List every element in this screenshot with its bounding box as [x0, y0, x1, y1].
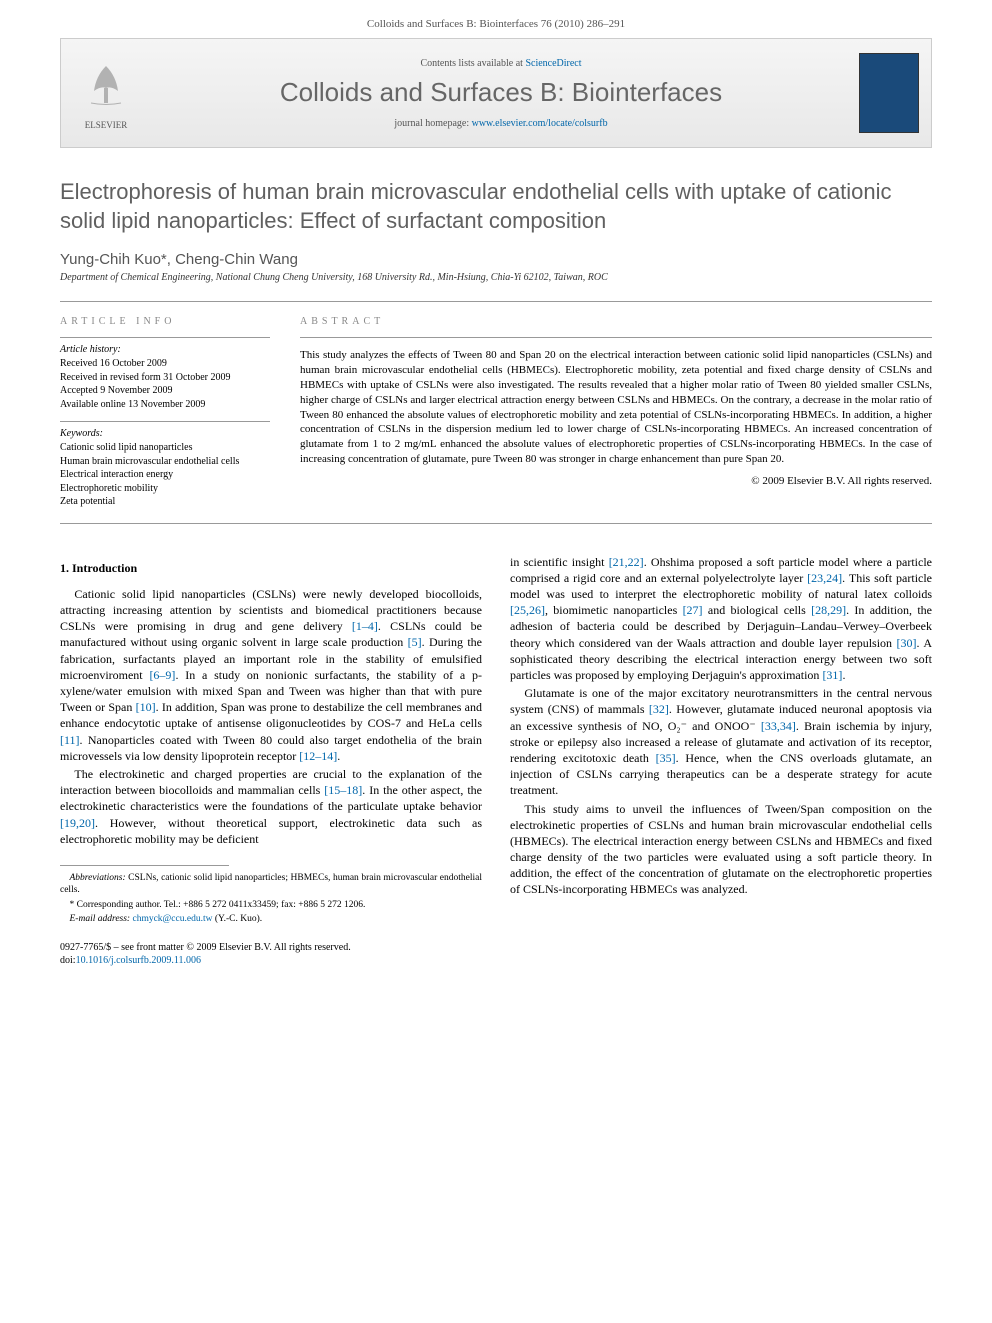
citation-link[interactable]: [27] [683, 603, 703, 617]
history-line: Received 16 October 2009 [60, 357, 270, 371]
author-list: Yung-Chih Kuo*, Cheng-Chin Wang [60, 251, 932, 268]
email-link[interactable]: chmyck@ccu.edu.tw [130, 914, 215, 924]
citation-link[interactable]: [30] [897, 636, 917, 650]
doi-prefix: doi: [60, 955, 76, 966]
citation-link[interactable]: [5] [408, 635, 422, 649]
email-footnote: E-mail address: chmyck@ccu.edu.tw (Y.-C.… [60, 913, 482, 925]
citation-link[interactable]: [23,24] [807, 571, 842, 585]
sciencedirect-link[interactable]: ScienceDirect [525, 58, 581, 69]
abbreviations-footnote: Abbreviations: CSLNs, cationic solid lip… [60, 872, 482, 897]
abstract-heading: ABSTRACT [300, 316, 932, 327]
text-run: . However, without theoretical support, … [60, 816, 482, 846]
text-run: , biomimetic nanoparticles [545, 603, 683, 617]
article-title: Electrophoresis of human brain microvasc… [60, 178, 932, 235]
citation-link[interactable]: [6–9] [149, 668, 175, 682]
journal-banner: ELSEVIER Contents lists available at Sci… [60, 38, 932, 148]
journal-title: Colloids and Surfaces B: Biointerfaces [151, 77, 851, 108]
info-abstract-row: ARTICLE INFO Article history: Received 1… [60, 316, 932, 509]
citation-link[interactable]: [28,29] [811, 603, 846, 617]
article-info-block: ARTICLE INFO Article history: Received 1… [60, 316, 270, 509]
citation-link[interactable]: [1–4] [352, 619, 378, 633]
citation-link[interactable]: [12–14] [299, 749, 337, 763]
running-header: Colloids and Surfaces B: Biointerfaces 7… [0, 0, 992, 38]
abstract-block: ABSTRACT This study analyzes the effects… [300, 316, 932, 509]
keywords-label: Keywords: [60, 428, 270, 439]
text-run: . [337, 749, 340, 763]
issn-line: 0927-7765/$ – see front matter © 2009 El… [60, 941, 932, 954]
citation-link[interactable]: [31] [822, 668, 842, 682]
text-run: and biological cells [703, 603, 812, 617]
contents-prefix: Contents lists available at [420, 58, 525, 69]
corresponding-author-footnote: * Corresponding author. Tel.: +886 5 272… [60, 899, 482, 911]
corr-text: Tel.: +886 5 272 0411x33459; fax: +886 5… [164, 900, 366, 910]
publisher-logo-block: ELSEVIER [61, 48, 151, 138]
contents-available-line: Contents lists available at ScienceDirec… [151, 58, 851, 69]
text-run: in scientific insight [510, 555, 609, 569]
citation-link[interactable]: [32] [649, 702, 669, 716]
article-info-heading: ARTICLE INFO [60, 316, 270, 327]
history-line: Accepted 9 November 2009 [60, 384, 270, 398]
banner-center: Contents lists available at ScienceDirec… [151, 58, 851, 129]
affiliation: Department of Chemical Engineering, Nati… [60, 272, 932, 283]
copyright-line: © 2009 Elsevier B.V. All rights reserved… [300, 475, 932, 487]
footnote-divider [60, 865, 229, 866]
text-run: . [842, 668, 845, 682]
elsevier-tree-icon [76, 56, 136, 116]
journal-cover-thumbnail [859, 53, 919, 133]
keyword: Electrical interaction energy [60, 468, 270, 482]
paragraph: Glutamate is one of the major excitatory… [510, 685, 932, 798]
corr-label: * Corresponding author. [70, 900, 164, 910]
divider-top [60, 301, 932, 302]
homepage-link[interactable]: www.elsevier.com/locate/colsurfb [472, 118, 608, 129]
citation-link[interactable]: [10] [136, 700, 156, 714]
citation-link[interactable]: [11] [60, 733, 80, 747]
publisher-name: ELSEVIER [85, 120, 128, 130]
citation-link[interactable]: [35] [656, 751, 676, 765]
paragraph: Cationic solid lipid nanoparticles (CSLN… [60, 586, 482, 764]
paragraph: This study aims to unveil the influences… [510, 801, 932, 898]
abstract-text: This study analyzes the effects of Tween… [300, 348, 932, 467]
footnotes-block: Abbreviations: CSLNs, cationic solid lip… [60, 872, 482, 925]
section-heading-intro: 1. Introduction [60, 560, 482, 576]
divider-bottom [60, 523, 932, 524]
homepage-line: journal homepage: www.elsevier.com/locat… [151, 118, 851, 129]
keyword: Electrophoretic mobility [60, 482, 270, 496]
history-line: Received in revised form 31 October 2009 [60, 371, 270, 385]
paragraph: The electrokinetic and charged propertie… [60, 766, 482, 847]
homepage-prefix: journal homepage: [394, 118, 471, 129]
keyword: Cationic solid lipid nanoparticles [60, 441, 270, 455]
email-suffix: (Y.-C. Kuo). [215, 914, 262, 924]
citation-link[interactable]: [15–18] [324, 783, 362, 797]
citation-link[interactable]: [21,22] [609, 555, 644, 569]
doi-line: doi:10.1016/j.colsurfb.2009.11.006 [60, 954, 932, 967]
footer-info: 0927-7765/$ – see front matter © 2009 El… [60, 941, 932, 967]
info-divider [60, 337, 270, 338]
article-body: 1. Introduction Cationic solid lipid nan… [60, 554, 932, 928]
text-run: . Nanoparticles coated with Tween 80 cou… [60, 733, 482, 763]
paragraph: in scientific insight [21,22]. Ohshima p… [510, 554, 932, 684]
doi-link[interactable]: 10.1016/j.colsurfb.2009.11.006 [76, 955, 201, 966]
abstract-divider [300, 337, 932, 338]
keyword: Human brain microvascular endothelial ce… [60, 455, 270, 469]
history-label: Article history: [60, 344, 270, 355]
keyword: Zeta potential [60, 495, 270, 509]
history-line: Available online 13 November 2009 [60, 398, 270, 412]
citation-link[interactable]: [19,20] [60, 816, 95, 830]
info-divider [60, 421, 270, 422]
email-label: E-mail address: [70, 914, 131, 924]
citation-link[interactable]: [25,26] [510, 603, 545, 617]
journal-cover-block [851, 45, 931, 141]
abbr-label: Abbreviations: [70, 873, 126, 883]
citation-link[interactable]: [33,34] [761, 719, 796, 733]
